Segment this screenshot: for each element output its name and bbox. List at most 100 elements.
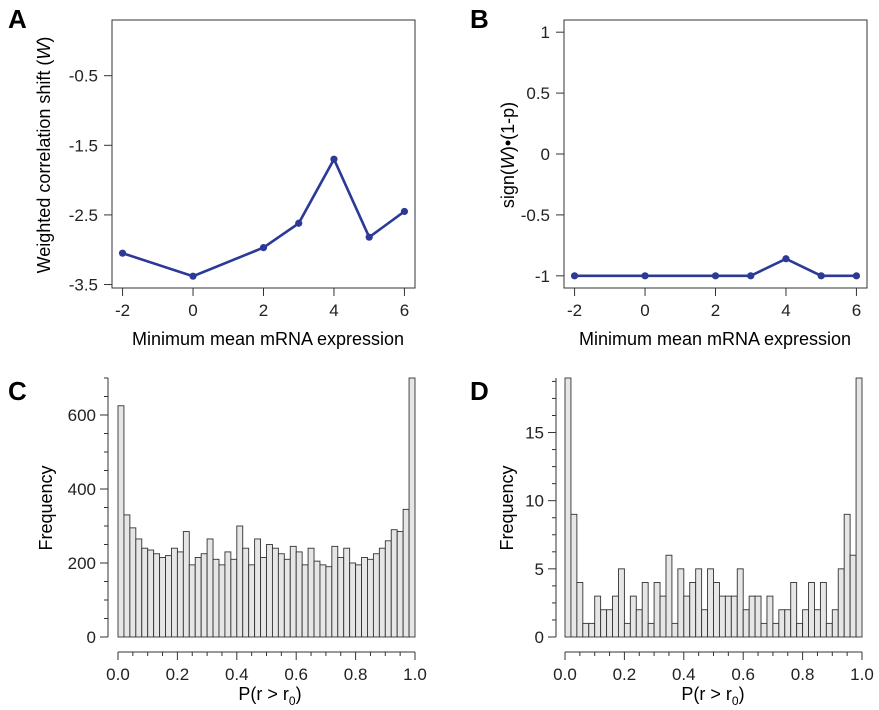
panel-b: B sign(W)•(1-p) Minimum mean mRNA expres… [470,4,868,349]
y-tick-label-c: 400 [68,480,96,499]
histogram-bar-d [677,568,685,638]
y-axis-label-b: sign(W)•(1-p) [498,102,518,208]
histogram-bar-c [176,551,184,638]
histogram-bar-c [200,553,208,638]
series-line-a [122,156,406,278]
y-axis-label-a-italic: W [34,41,54,60]
histogram-bar-d [772,622,780,638]
data-point-b [711,272,720,280]
histogram-bar-c [325,566,333,638]
x-tick-label-b: 4 [781,301,790,320]
histogram-bar-d [689,582,697,638]
plot-area-d: 0 5 10 15 0.0 0.2 0.4 0.6 0.8 1.0 [525,377,874,684]
panel-c: C Frequency P(r > r0) 0 200 400 600 0.0 0.2 0.… [8,376,427,708]
data-point-a [118,249,127,257]
histogram-bar-d [606,609,613,638]
y-tick-label-d: 10 [525,492,544,511]
y-axis-label-d: Frequency [497,465,517,550]
histogram-bar-c [218,564,226,638]
histogram-bar-d [659,595,667,638]
y-tick-label-a: -2.5 [69,206,98,225]
x-tick-label-c: 0.8 [344,665,368,684]
histogram-bar-c [135,538,143,638]
histogram-bar-c [224,551,232,638]
x-tick-label-a: -2 [115,301,130,320]
histogram-bar-d [600,609,608,638]
svg-text:sign(W)•(1-p): sign(W)•(1-p) [498,102,518,208]
x-tick-label-b: 0 [640,301,649,320]
x-tick-label-d: 0.6 [731,665,755,684]
histogram-bar-c [242,547,250,638]
histogram-bar-d [766,595,774,638]
histogram-bar-d [695,568,703,638]
histogram-bar-d [742,609,750,638]
histogram-bar-d [796,622,804,638]
histogram-bar-c [212,558,220,638]
plot-area-c: 0 200 400 600 0.0 0.2 0.4 0.6 0.8 1.0 [68,377,427,684]
histogram-bar-c [254,538,262,638]
plot-frame-b [563,19,868,289]
histogram-bar-d [576,582,584,638]
panel-letter-d: D [470,376,489,406]
histogram-bar-c [141,547,149,638]
x-tick-label-d: 0.4 [672,665,696,684]
x-axis-label-b: Minimum mean mRNA expression [579,329,851,349]
histogram-bar-c [159,557,166,638]
x-axis-label-d: P(r > r0) [681,684,744,708]
histogram-bar-d [831,609,839,638]
histogram-bar-c [153,553,161,638]
histogram-bar-c [236,525,244,638]
panel-a: A Weighted correlation shift (W) Minimum… [8,4,416,349]
y-axis-label-b-tail: )•(1-p) [498,102,518,152]
histogram-bar-c [402,508,410,638]
data-point-a [330,155,338,163]
data-point-b [570,272,579,280]
histogram-bar-d [635,609,643,638]
y-tick-label-b: -0.5 [521,206,550,225]
histogram-bar-c [248,564,256,638]
x-tick-label-d: 0.0 [553,665,577,684]
x-tick-label-b: 2 [711,301,720,320]
histogram-bar-c [283,558,291,638]
histogram-bar-c [277,553,285,638]
histogram-bar-d [808,582,815,638]
histogram-bar-d [849,554,857,638]
y-tick-label-c: 600 [68,406,96,425]
panel-letter-c: C [8,376,27,406]
histogram-bar-c [165,555,172,638]
histogram-bar-c [266,544,273,638]
panel-d: D Frequency P(r > r0) 0 5 10 15 0.0 0.2 0.4 0.6… [470,376,874,708]
y-axis-label-a-text: Weighted correlation shift ( [34,60,54,274]
histogram-bar-d [582,622,590,638]
y-tick-label-d: 5 [535,560,544,579]
histogram-bar-d [778,609,786,638]
histogram-bar-c [206,538,214,638]
histogram-bar-d [629,595,637,638]
histogram-bar-d [784,609,792,638]
x-tick-label-d: 1.0 [850,665,874,684]
histogram-bar-c [194,557,202,638]
histogram-bar-d [707,568,714,638]
data-point-b [817,272,825,280]
x-tick-label-a: 4 [329,301,338,320]
data-point-b [747,272,755,280]
data-point-a [295,219,303,227]
y-axis-label-c: Frequency [36,465,56,550]
y-axis-label-b-italic: W [498,150,518,169]
y-axis-label-a: Weighted correlation shift (W) [34,37,54,274]
histogram-bar-d [671,622,679,638]
histogram-bar-c [129,527,137,638]
plot-area-b: -2 0 2 4 6 -1 -0.5 0 0.5 1 [521,23,861,320]
y-tick-label-b: -1 [535,267,550,286]
histogram-bar-d [736,568,744,638]
histogram-bar-c [378,547,386,638]
histogram-bar-d [724,595,732,638]
x-tick-label-a: 0 [188,301,197,320]
histogram-bar-c [271,547,279,638]
y-tick-label-c: 0 [87,628,96,647]
data-point-a [400,207,409,216]
histogram-bar-c [384,540,392,638]
histogram-bar-d [570,513,578,638]
histogram-bar-c [372,553,380,638]
